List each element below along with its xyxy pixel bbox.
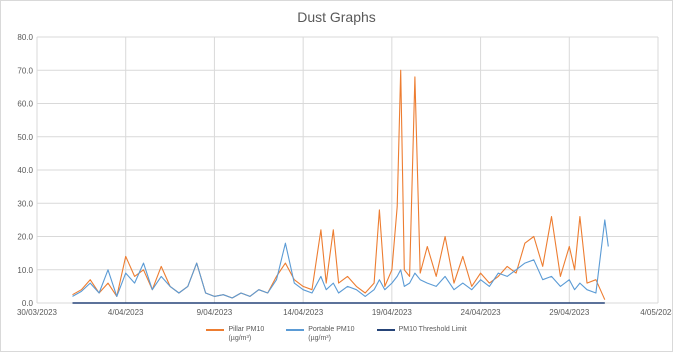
legend-item: Portable PM10 (µg/m³) [286, 325, 355, 343]
x-tick-label: 4/05/2023 [640, 308, 672, 317]
legend-item: PM10 Threshold Limit [376, 325, 467, 343]
legend-swatch [286, 329, 305, 331]
legend-swatch [206, 329, 225, 331]
x-tick-label: 14/04/2023 [283, 308, 324, 317]
y-tick-label: 40.0 [17, 166, 33, 175]
legend-item: Pillar PM10 (µg/m³) [206, 325, 264, 343]
x-tick-label: 9/04/2023 [197, 308, 233, 317]
chart-legend: Pillar PM10 (µg/m³) Portable PM10 (µg/m³)… [1, 325, 672, 343]
y-tick-label: 60.0 [17, 100, 33, 109]
x-tick-label: 4/04/2023 [108, 308, 144, 317]
legend-label: Pillar PM10 (µg/m³) [228, 326, 265, 342]
y-tick-label: 50.0 [17, 133, 33, 142]
x-tick-label: 24/04/2023 [461, 308, 502, 317]
y-tick-label: 30.0 [17, 199, 33, 208]
x-tick-label: 19/04/2023 [372, 308, 413, 317]
legend-swatch [376, 329, 395, 331]
chart-title: Dust Graphs [297, 9, 376, 25]
y-tick-label: 70.0 [17, 66, 33, 75]
y-tick-label: 80.0 [17, 33, 33, 42]
chart-svg: 0.0 10.0 20.0 30.0 40.0 50.0 60.0 70.0 80.0 30/03… [17, 33, 672, 317]
legend-label: Portable PM10 (µg/m³) [308, 326, 355, 342]
y-tick-label: 0.0 [22, 299, 34, 308]
series-line-2 [72, 219, 609, 299]
x-tick-label: 30/03/2023 [17, 308, 58, 317]
legend-label: PM10 Threshold Limit [398, 326, 467, 333]
x-tick-label: 29/04/2023 [549, 308, 590, 317]
y-tick-label: 10.0 [17, 266, 33, 275]
series-line-1 [72, 69, 606, 300]
y-tick-label: 20.0 [17, 233, 33, 242]
